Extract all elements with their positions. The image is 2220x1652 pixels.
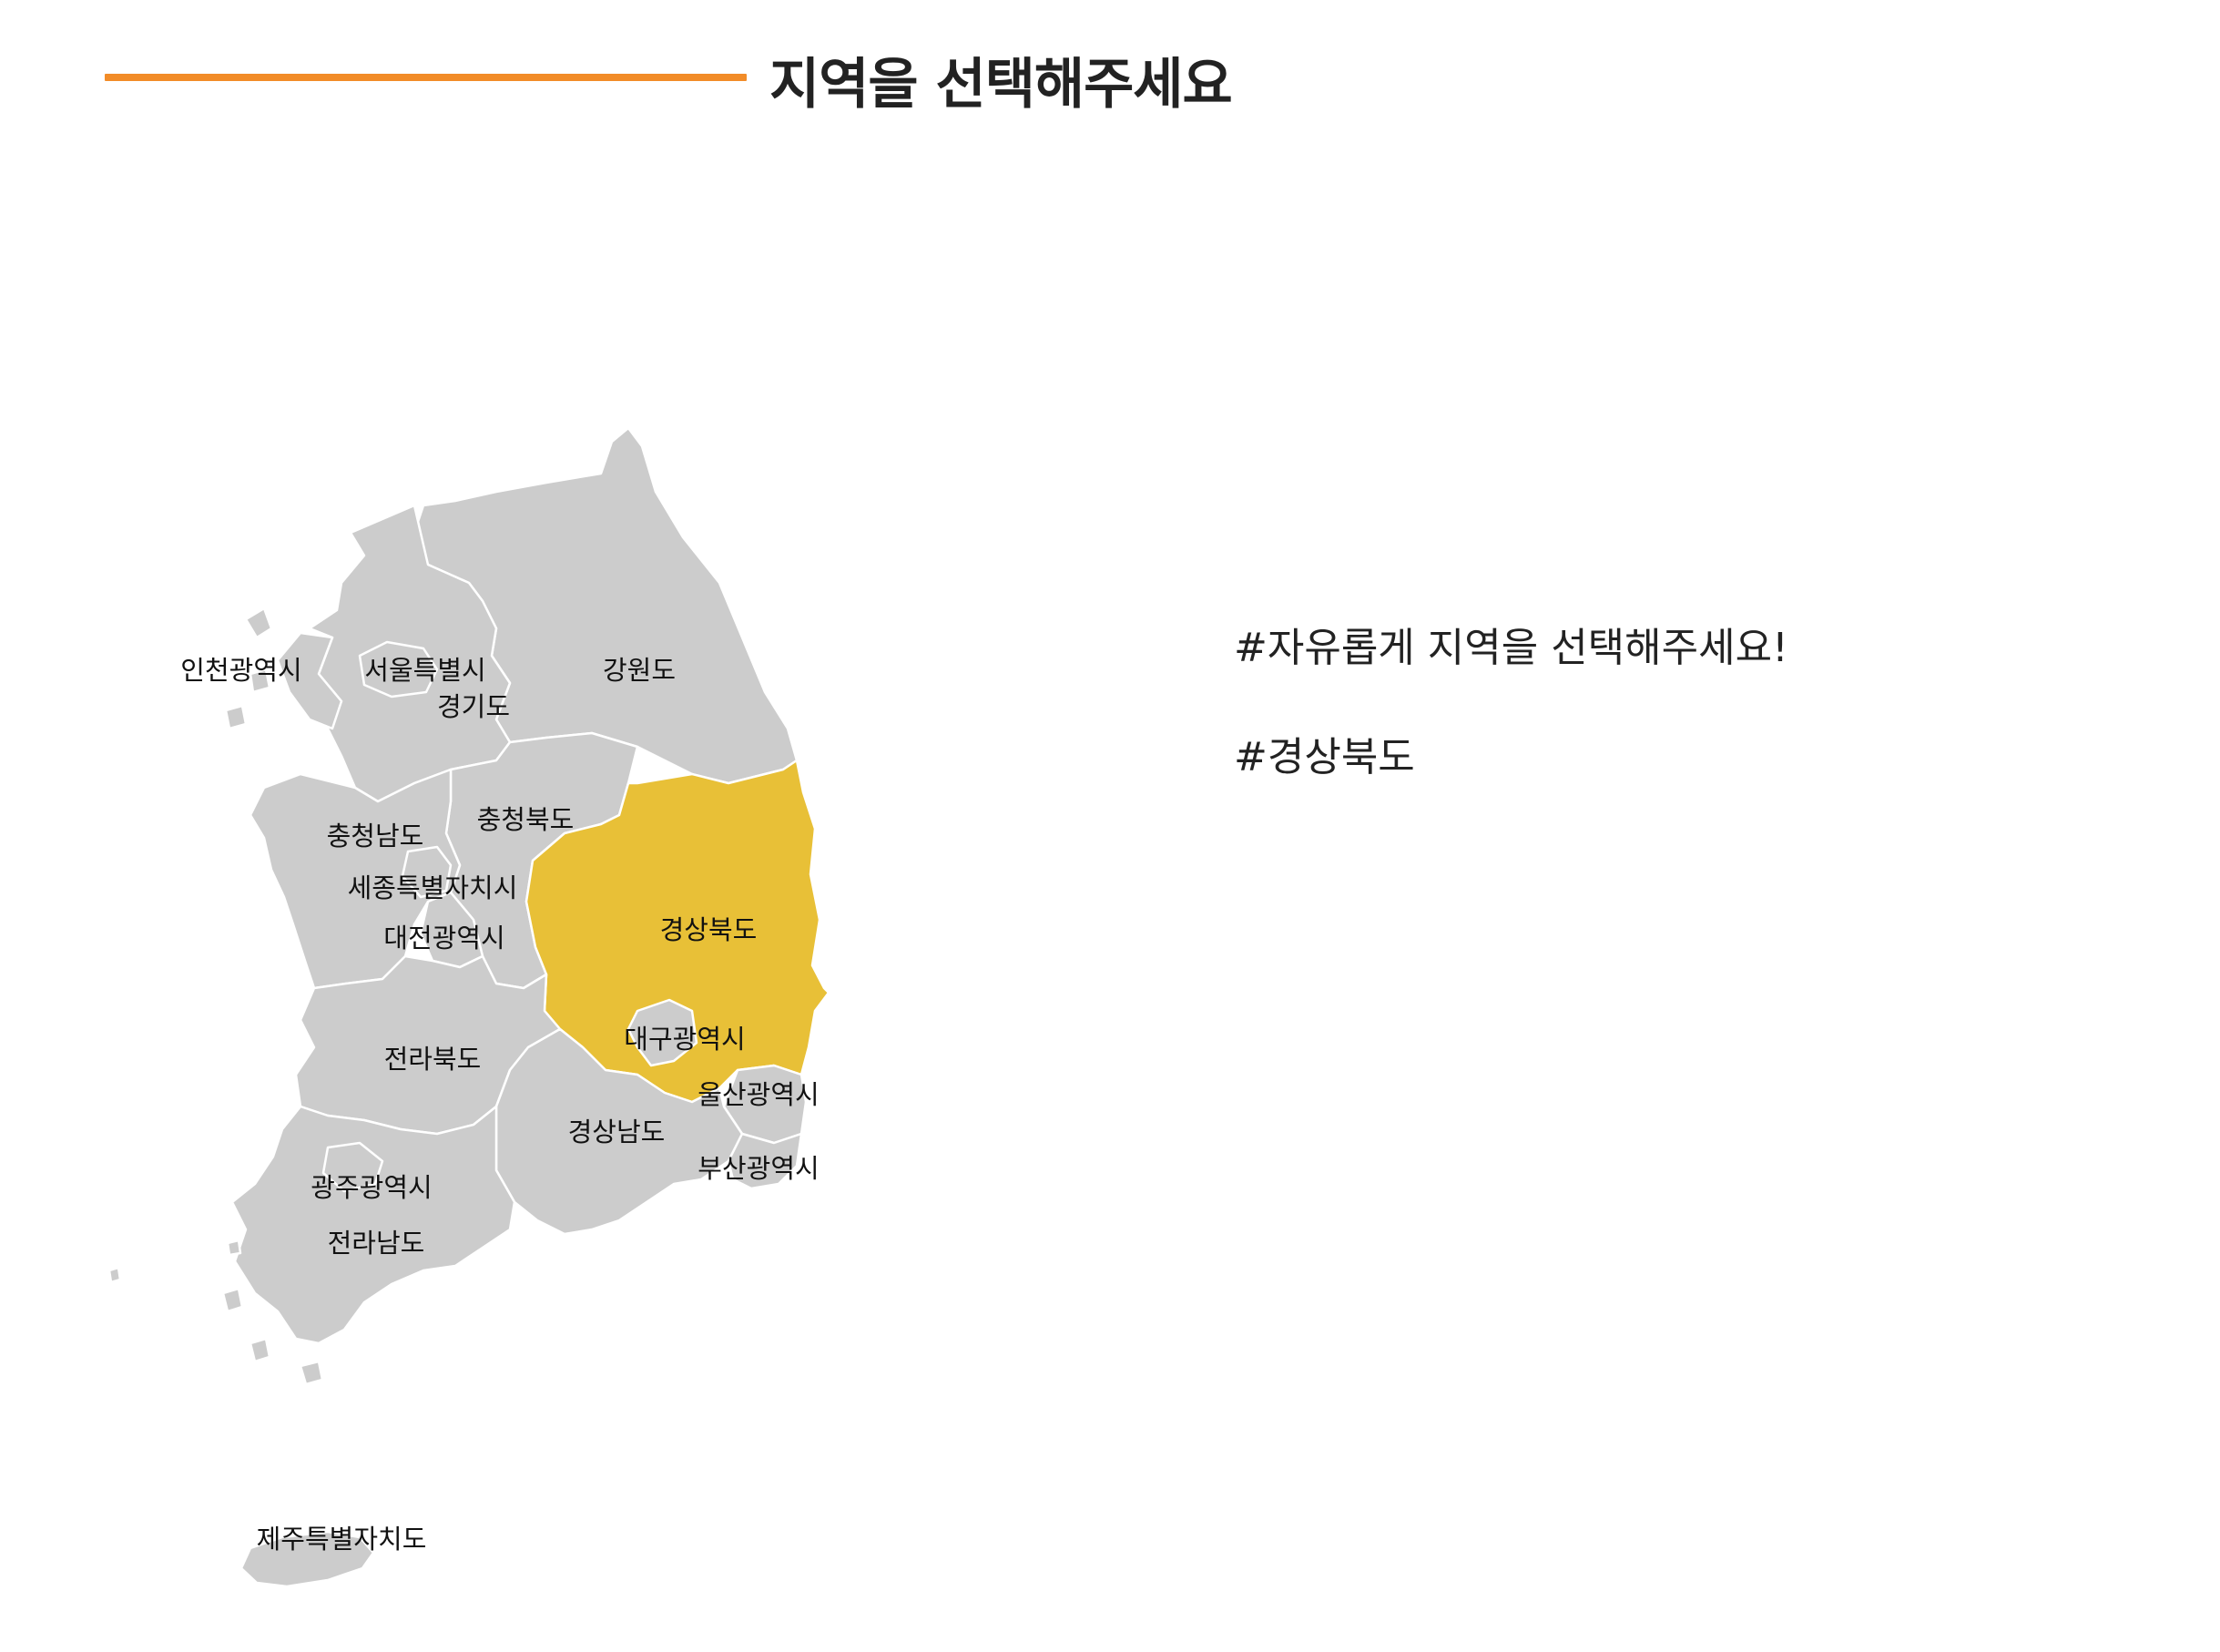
region-jeonnam-islands[interactable] <box>107 1239 324 1386</box>
korea-map-svg: 인천광역시 서울특별시 경기도 강원도 충청북도 충청남도 세종특별자치시 대전… <box>107 426 830 1588</box>
region-seoul[interactable] <box>358 640 439 699</box>
region-chungnam[interactable] <box>249 768 462 990</box>
region-jeju[interactable] <box>239 1530 375 1588</box>
selected-region-hashtag: #경상북도 <box>1234 734 1415 780</box>
selection-info-panel: #자유롭게 지역을 선택해주세요! #경상북도 <box>1234 628 1788 778</box>
region-sejong[interactable] <box>401 845 453 899</box>
prompt-hashtag: #자유롭게 지역을 선택해주세요! <box>1234 625 1788 671</box>
page-title: 지역을 선택해주세요 <box>769 53 1233 117</box>
region-daegu[interactable] <box>626 998 698 1067</box>
region-incheon[interactable] <box>276 631 343 730</box>
region-jeonnam[interactable] <box>230 1105 516 1345</box>
region-gwangju[interactable] <box>321 1141 384 1193</box>
header-accent-line <box>105 74 747 81</box>
region-gyeongbuk[interactable] <box>524 759 830 1104</box>
region-busan[interactable] <box>727 1132 803 1190</box>
korea-map: 인천광역시 서울특별시 경기도 강원도 충청북도 충청남도 세종특별자치시 대전… <box>0 0 911 1652</box>
region-incheon-islands[interactable] <box>224 607 273 730</box>
